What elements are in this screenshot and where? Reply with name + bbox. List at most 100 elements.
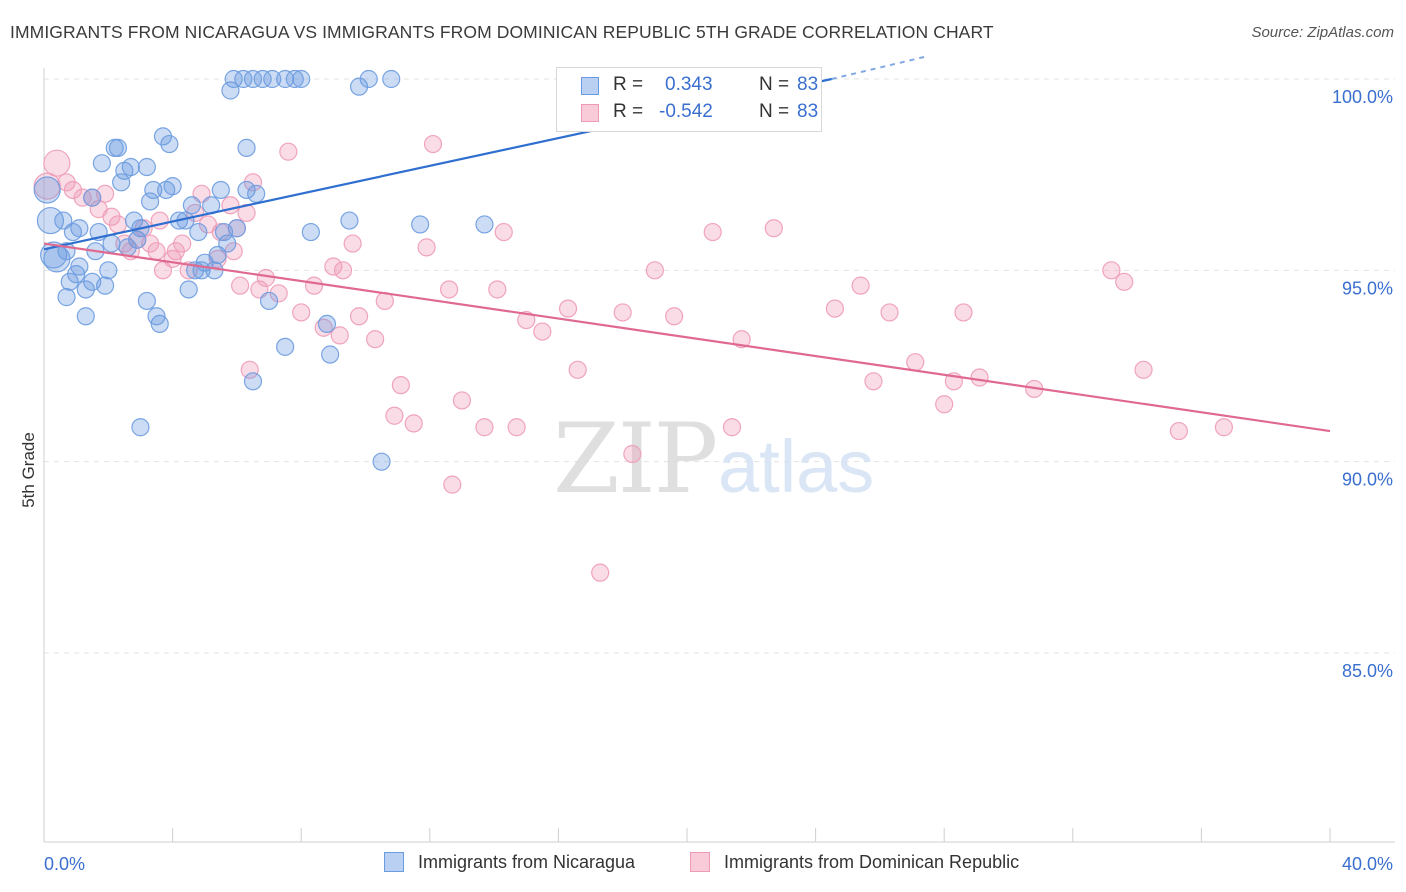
correlation-legend: R = 0.343 N = 83 R = -0.542 N = 83 bbox=[556, 67, 822, 132]
legend-r-value: -0.542 bbox=[659, 101, 713, 122]
dominican-point bbox=[1134, 360, 1153, 379]
nicaragua-point bbox=[243, 372, 263, 391]
legend-r-label: R = bbox=[613, 74, 644, 95]
source-credit: Source: ZipAtlas.com bbox=[1251, 24, 1394, 41]
dominican-point bbox=[851, 276, 870, 295]
dominican-point bbox=[443, 475, 462, 494]
y-tick-label: 90.0% bbox=[1342, 470, 1393, 490]
dominican-point bbox=[404, 414, 423, 433]
trend-line-nicaragua-extension bbox=[831, 55, 929, 80]
dominican-point bbox=[147, 242, 166, 261]
bottom-legend-label-dominican: Immigrants from Dominican Republic bbox=[724, 852, 1020, 872]
nicaragua-point bbox=[276, 337, 295, 356]
nicaragua-point bbox=[137, 157, 156, 177]
dominican-point bbox=[568, 360, 587, 379]
nicaragua-point bbox=[243, 69, 263, 89]
nicaragua-point bbox=[317, 314, 337, 334]
dominican-point bbox=[507, 418, 526, 437]
nicaragua-point bbox=[227, 219, 246, 238]
y-tick-label: 100.0% bbox=[1332, 87, 1393, 107]
dominican-point bbox=[1169, 421, 1188, 441]
dominican-point bbox=[108, 215, 128, 234]
nicaragua-point bbox=[234, 69, 253, 89]
legend-swatch-dominican bbox=[581, 104, 599, 122]
dominican-point bbox=[423, 134, 443, 154]
dominican-point bbox=[494, 222, 513, 242]
dominican-point bbox=[864, 372, 883, 391]
dominican-point bbox=[333, 261, 353, 280]
x-tick-label-min: 0.0% bbox=[44, 854, 85, 874]
nicaragua-point bbox=[57, 288, 76, 307]
y-axis-label: 5th Grade bbox=[19, 432, 38, 508]
chart-title: IMMIGRANTS FROM NICARAGUA VS IMMIGRANTS … bbox=[10, 22, 994, 42]
nicaragua-point bbox=[76, 307, 95, 326]
dominican-point bbox=[417, 238, 436, 257]
dominican-point bbox=[665, 307, 684, 326]
dominican-point bbox=[439, 280, 459, 299]
bottom-legend-swatch-dominican bbox=[690, 852, 710, 872]
nicaragua-point bbox=[189, 222, 208, 242]
dominican-point bbox=[825, 299, 844, 318]
dominican-point bbox=[703, 222, 722, 242]
dominican-point bbox=[452, 391, 472, 410]
bottom-legend-label-nicaragua: Immigrants from Nicaragua bbox=[418, 852, 636, 872]
nicaragua-point bbox=[163, 177, 182, 196]
dominican-point bbox=[269, 284, 288, 303]
nicaragua-point bbox=[137, 291, 156, 311]
dominican-point bbox=[1214, 418, 1234, 437]
nicaragua-point bbox=[301, 222, 320, 242]
dominican-point bbox=[366, 330, 385, 349]
dominican-point bbox=[722, 418, 742, 437]
nicaragua-point bbox=[349, 77, 369, 96]
nicaragua-point bbox=[382, 69, 401, 89]
tick-labels: 85.0% 90.0% 95.0% 100.0% 0.0% 40.0% bbox=[44, 87, 1393, 874]
nicaragua-point bbox=[224, 69, 243, 89]
nicaragua-point bbox=[102, 234, 121, 253]
dominican-point bbox=[73, 188, 92, 207]
nicaragua-point bbox=[70, 219, 89, 238]
nicaragua-point bbox=[285, 69, 304, 89]
nicaragua-point bbox=[263, 69, 282, 89]
nicaragua-point bbox=[237, 138, 256, 157]
nicaragua-point bbox=[99, 261, 118, 280]
legend-n-value: 83 bbox=[797, 74, 819, 95]
nicaragua-point bbox=[95, 276, 115, 295]
dominican-point bbox=[645, 261, 664, 280]
watermark-atlas: atlas bbox=[718, 425, 874, 508]
y-tick-label: 85.0% bbox=[1342, 661, 1393, 681]
nicaragua-point bbox=[160, 134, 179, 154]
nicaragua-point bbox=[211, 180, 230, 200]
dominican-point bbox=[488, 280, 507, 299]
legend-n-label: N = bbox=[759, 101, 790, 122]
watermark: ZIP atlas bbox=[553, 403, 874, 515]
dominican-point bbox=[533, 322, 552, 341]
dominican-point bbox=[240, 360, 259, 379]
dominican-point bbox=[558, 299, 578, 318]
nicaragua-point bbox=[128, 230, 147, 249]
watermark-zip: ZIP bbox=[553, 403, 716, 515]
dominican-point bbox=[231, 276, 250, 295]
nicaragua-point bbox=[121, 157, 140, 177]
nicaragua-point bbox=[372, 452, 391, 471]
nicaragua-point bbox=[237, 180, 256, 200]
nicaragua-point bbox=[218, 234, 237, 253]
nicaragua-point bbox=[359, 69, 378, 89]
legend-r-value: 0.343 bbox=[665, 74, 713, 95]
dominican-point bbox=[63, 180, 83, 200]
nicaragua-point bbox=[144, 180, 163, 200]
x-tick-label-max: 40.0% bbox=[1342, 854, 1393, 874]
nicaragua-point bbox=[340, 211, 359, 230]
dominican-point bbox=[1115, 272, 1134, 291]
nicaragua-point bbox=[292, 69, 311, 89]
legend-n-value: 83 bbox=[797, 101, 819, 122]
nicaragua-point bbox=[259, 291, 279, 311]
nicaragua-point bbox=[475, 215, 494, 234]
dominican-point bbox=[764, 219, 783, 238]
nicaragua-point bbox=[179, 280, 198, 299]
nicaragua-point bbox=[247, 184, 266, 203]
dominican-point bbox=[623, 444, 642, 464]
nicaragua-point bbox=[92, 154, 111, 173]
dominican-point bbox=[279, 142, 298, 161]
dominican-point bbox=[475, 418, 494, 437]
